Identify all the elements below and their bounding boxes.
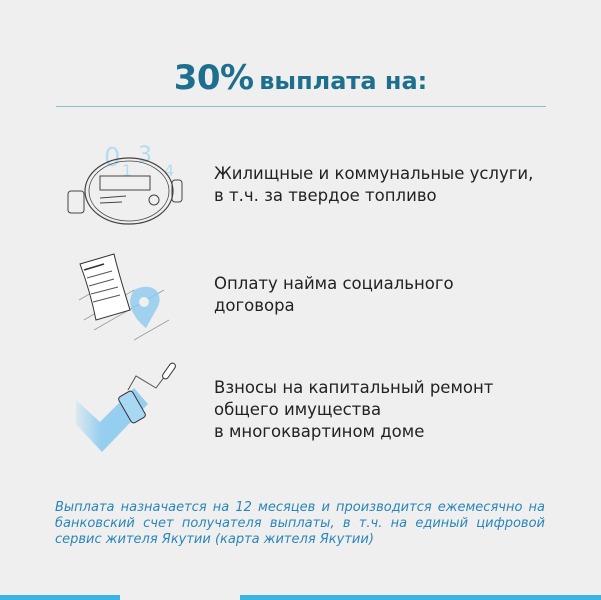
meter-digit: 0 xyxy=(104,143,121,173)
meter-digit: 3 xyxy=(138,143,152,168)
contract-document-icon xyxy=(78,253,170,341)
water-meter-icon: 0 1 3 4 xyxy=(67,143,183,225)
list-item: Оплату найма социального договора xyxy=(214,273,454,317)
title-text: выплата на: xyxy=(259,67,428,95)
item-line: договора xyxy=(214,296,295,315)
item-line: общего имущества xyxy=(214,400,382,419)
item-line: в многоквартином доме xyxy=(214,422,425,441)
list-item: Взносы на капитальный ремонт общего имущ… xyxy=(214,377,493,443)
footnote: Выплата назначается на 12 месяцев и прои… xyxy=(55,500,545,547)
item-line: Взносы на капитальный ремонт xyxy=(214,378,494,397)
page-title: 30% выплата на: xyxy=(0,58,601,98)
meter-digit: 1 xyxy=(122,161,132,180)
item-line: Оплату найма социального xyxy=(214,274,454,293)
divider xyxy=(56,106,546,107)
list-item: Жилищные и коммунальные услуги, в т.ч. з… xyxy=(214,163,533,207)
item-line: в т.ч. за твердое топливо xyxy=(214,186,437,205)
meter-digit: 4 xyxy=(164,161,174,180)
title-percent: 30% xyxy=(173,58,254,98)
item-line: Жилищные и коммунальные услуги, xyxy=(214,164,534,183)
paint-roller-icon xyxy=(76,362,176,452)
accent-bar xyxy=(0,595,120,600)
accent-bar xyxy=(240,595,601,600)
